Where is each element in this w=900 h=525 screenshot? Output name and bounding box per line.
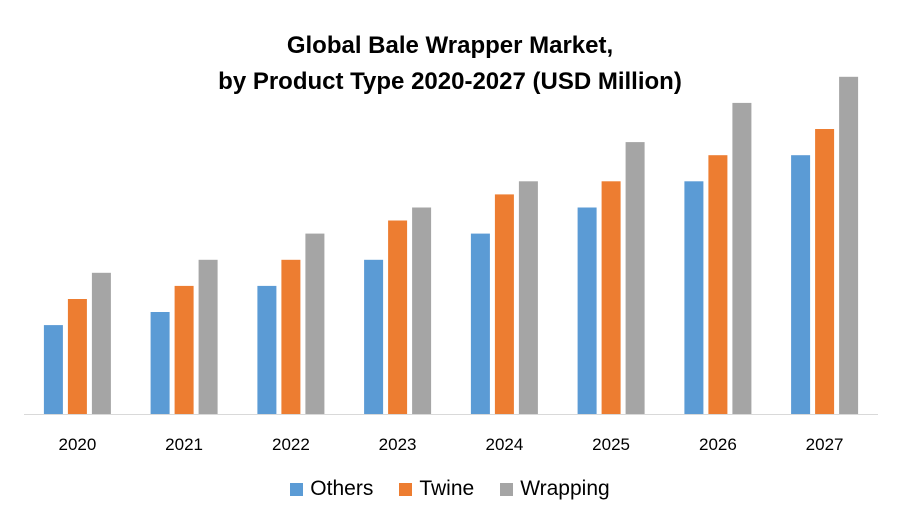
x-tick-label-2021: 2021 bbox=[165, 435, 203, 454]
bar-twine-2021 bbox=[174, 285, 194, 414]
bar-twine-2024 bbox=[494, 194, 514, 414]
x-tick-label-2023: 2023 bbox=[379, 435, 417, 454]
bar-twine-2023 bbox=[388, 220, 408, 414]
chart-title-line1: Global Bale Wrapper Market, bbox=[286, 32, 614, 59]
bar-twine-2026 bbox=[708, 155, 728, 414]
bar-wrapping-2023 bbox=[412, 207, 432, 414]
bar-twine-2027 bbox=[815, 129, 835, 414]
x-tick-label-2026: 2026 bbox=[699, 435, 737, 454]
bar-twine-2020 bbox=[67, 299, 87, 414]
bar-others-2027 bbox=[791, 155, 811, 414]
legend-item-wrapping: Wrapping bbox=[500, 477, 610, 501]
bar-wrapping-2021 bbox=[198, 259, 218, 414]
bar-wrapping-2024 bbox=[518, 181, 538, 414]
x-tick-label-2025: 2025 bbox=[592, 435, 630, 454]
legend-item-others: Others bbox=[290, 477, 373, 501]
bar-wrapping-2027 bbox=[839, 76, 859, 415]
bar-chart: 2020 2021 2022 2023 2024 2025 2026 2027 bbox=[24, 76, 878, 454]
x-tick-labels: 2020 2021 2022 2023 2024 2025 2026 2027 bbox=[58, 435, 843, 454]
legend-label-others: Others bbox=[310, 477, 374, 500]
x-tick-label-2022: 2022 bbox=[272, 435, 310, 454]
legend-swatch-wrapping bbox=[500, 482, 514, 496]
legend-swatch-others bbox=[290, 482, 304, 496]
legend-label-wrapping: Wrapping bbox=[520, 477, 610, 500]
bar-others-2026 bbox=[684, 181, 704, 414]
legend-item-twine: Twine bbox=[399, 477, 474, 501]
legend-swatch-twine bbox=[399, 482, 413, 496]
x-tick-label-2024: 2024 bbox=[485, 435, 523, 454]
x-tick-label-2020: 2020 bbox=[58, 435, 96, 454]
legend-label-twine: Twine bbox=[419, 477, 475, 500]
bar-others-2021 bbox=[150, 312, 170, 414]
bar-wrapping-2025 bbox=[625, 142, 645, 414]
bar-wrapping-2022 bbox=[305, 233, 325, 414]
x-tick-label-2027: 2027 bbox=[806, 435, 844, 454]
bar-others-2024 bbox=[470, 233, 490, 414]
bar-wrapping-2026 bbox=[732, 102, 752, 415]
chart-title: Global Bale Wrapper Market, by Product T… bbox=[0, 28, 900, 100]
bar-others-2023 bbox=[364, 259, 384, 414]
bar-wrapping-2020 bbox=[91, 272, 111, 414]
legend: Others Twine Wrapping bbox=[0, 477, 900, 501]
bar-twine-2022 bbox=[281, 259, 301, 414]
bar-others-2022 bbox=[257, 285, 277, 414]
bar-twine-2025 bbox=[601, 181, 621, 414]
chart-title-line2: by Product Type 2020-2027 (USD Million) bbox=[218, 68, 682, 95]
bar-others-2020 bbox=[43, 325, 63, 414]
bar-others-2025 bbox=[577, 207, 597, 414]
bars-group bbox=[43, 76, 859, 415]
